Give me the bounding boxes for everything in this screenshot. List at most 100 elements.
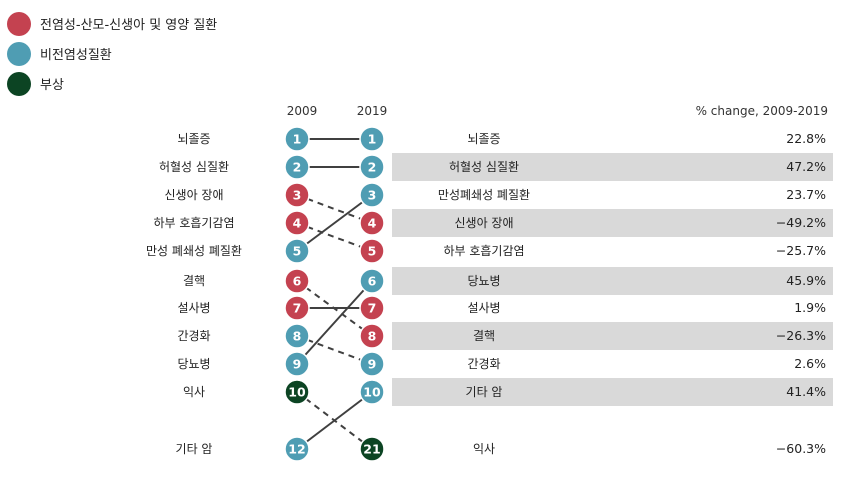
cause-label-2019: 간경화 — [467, 357, 500, 371]
left-rank-marker — [284, 379, 310, 405]
right-rank-marker — [359, 182, 385, 208]
cause-label-2009: 결핵 — [183, 274, 205, 288]
cause-label-2019: 신생아 장애 — [454, 216, 513, 230]
percent-change-value: 1.9% — [794, 300, 826, 315]
left-rank-number: 4 — [293, 216, 302, 231]
left-rank-number: 12 — [288, 442, 305, 457]
year-2019-header: 2019 — [357, 104, 388, 118]
cause-label-2009: 익사 — [183, 385, 205, 399]
row-bands — [392, 153, 833, 406]
right-rank-number: 7 — [368, 301, 377, 316]
rank-link-solid — [296, 391, 373, 450]
cause-label-2009: 간경화 — [177, 329, 210, 343]
right-rank-marker — [359, 351, 385, 377]
right-rank-marker — [359, 379, 385, 405]
cause-label-2019: 기타 암 — [466, 385, 503, 399]
left-rank-marker — [284, 126, 310, 152]
left-rank-marker — [284, 351, 310, 377]
row-band — [392, 322, 833, 350]
percent-change-value: 22.8% — [786, 131, 826, 146]
rank-link-dashed — [296, 194, 373, 224]
legend-swatch-noncommunicable — [7, 42, 31, 66]
rank-link-dashed — [296, 335, 373, 365]
percent-change-value: 45.9% — [786, 273, 826, 288]
percent-change-value: −60.3% — [776, 441, 826, 456]
left-rank-marker — [284, 238, 310, 264]
left-rank-number: 7 — [293, 301, 302, 316]
left-rank-marker — [284, 182, 310, 208]
cause-label-2009: 하부 호흡기감염 — [153, 216, 234, 230]
year-2009-header: 2009 — [287, 104, 318, 118]
left-rank-number: 5 — [293, 244, 302, 259]
legend-label-injury: 부상 — [40, 78, 64, 93]
left-rank-marker — [284, 268, 310, 294]
percent-change-value: 23.7% — [786, 187, 826, 202]
row-band — [392, 267, 833, 295]
left-rank-number: 3 — [293, 188, 302, 203]
cause-label-2009: 기타 암 — [176, 442, 213, 456]
cause-label-2019: 결핵 — [473, 329, 495, 343]
left-rank-marker — [284, 154, 310, 180]
row-band — [392, 153, 833, 181]
right-rank-marker — [359, 436, 385, 462]
percent-change-value: −49.2% — [776, 215, 826, 230]
left-rank-number: 6 — [293, 274, 302, 289]
cause-label-2019: 허혈성 심질환 — [449, 160, 519, 174]
left-rank-marker — [284, 323, 310, 349]
cause-label-2019: 하부 호흡기감염 — [443, 244, 524, 258]
cause-label-2009: 설사병 — [177, 301, 210, 315]
right-rank-number: 6 — [368, 274, 377, 289]
legend-swatch-injury — [7, 72, 31, 96]
rank-2019-column: 1 뇌졸증 22.8% 2 허혈성 심질환 47.2% 3 만성폐쇄성 폐질환 23.7% 4 신생… — [359, 126, 826, 462]
left-rank-number: 9 — [293, 357, 302, 372]
cause-label-2009: 당뇨병 — [177, 357, 210, 371]
right-rank-marker — [359, 154, 385, 180]
rank-link-solid — [296, 194, 373, 252]
rank-2009-column: 뇌졸증 1 허혈성 심질환 2 신생아 장애 3 하부 호흡기감염 4 만성 폐쇄성 폐질환 5 결… — [146, 126, 310, 462]
right-rank-number: 9 — [368, 357, 377, 372]
percent-change-header: % change, 2009-2019 — [696, 104, 828, 118]
left-rank-marker — [284, 436, 310, 462]
right-rank-marker — [359, 268, 385, 294]
cause-label-2019: 설사병 — [467, 301, 500, 315]
cause-label-2009: 만성 폐쇄성 폐질환 — [146, 244, 242, 258]
legend-swatch-communicable — [7, 12, 31, 36]
left-rank-number: 10 — [288, 385, 306, 400]
right-rank-marker — [359, 295, 385, 321]
percent-change-value: 47.2% — [786, 159, 826, 174]
row-band — [392, 209, 833, 237]
percent-change-value: −25.7% — [776, 243, 826, 258]
right-rank-number: 5 — [368, 244, 377, 259]
right-rank-number: 3 — [368, 188, 377, 203]
legend-label-noncommunicable: 비전염성질환 — [40, 48, 112, 63]
rank-link-dashed — [296, 222, 373, 252]
right-rank-number: 8 — [368, 329, 377, 344]
left-rank-number: 8 — [293, 329, 302, 344]
cause-label-2009: 허혈성 심질환 — [159, 160, 229, 174]
left-rank-number: 2 — [293, 160, 302, 175]
right-rank-number: 10 — [363, 385, 381, 400]
right-rank-marker — [359, 126, 385, 152]
rank-link-solid — [296, 280, 373, 365]
legend-label-communicable: 전염성-산모-신생아 및 영양 질환 — [40, 18, 217, 33]
percent-change-value: 41.4% — [786, 384, 826, 399]
cause-label-2009: 신생아 장애 — [164, 188, 223, 202]
left-rank-marker — [284, 210, 310, 236]
right-rank-number: 2 — [368, 160, 377, 175]
cause-label-2019: 당뇨병 — [467, 274, 500, 288]
right-rank-marker — [359, 238, 385, 264]
percent-change-value: −26.3% — [776, 328, 826, 343]
right-rank-number: 1 — [368, 132, 377, 147]
right-rank-number: 21 — [363, 442, 380, 457]
right-rank-number: 4 — [368, 216, 377, 231]
rank-links — [296, 138, 373, 450]
cause-label-2019: 만성폐쇄성 폐질환 — [438, 188, 530, 202]
cause-label-2019: 뇌졸증 — [467, 132, 500, 146]
cause-label-2009: 뇌졸증 — [177, 132, 210, 146]
row-band — [392, 378, 833, 406]
right-rank-marker — [359, 210, 385, 236]
percent-change-value: 2.6% — [794, 356, 826, 371]
cause-label-2019: 익사 — [473, 442, 495, 456]
